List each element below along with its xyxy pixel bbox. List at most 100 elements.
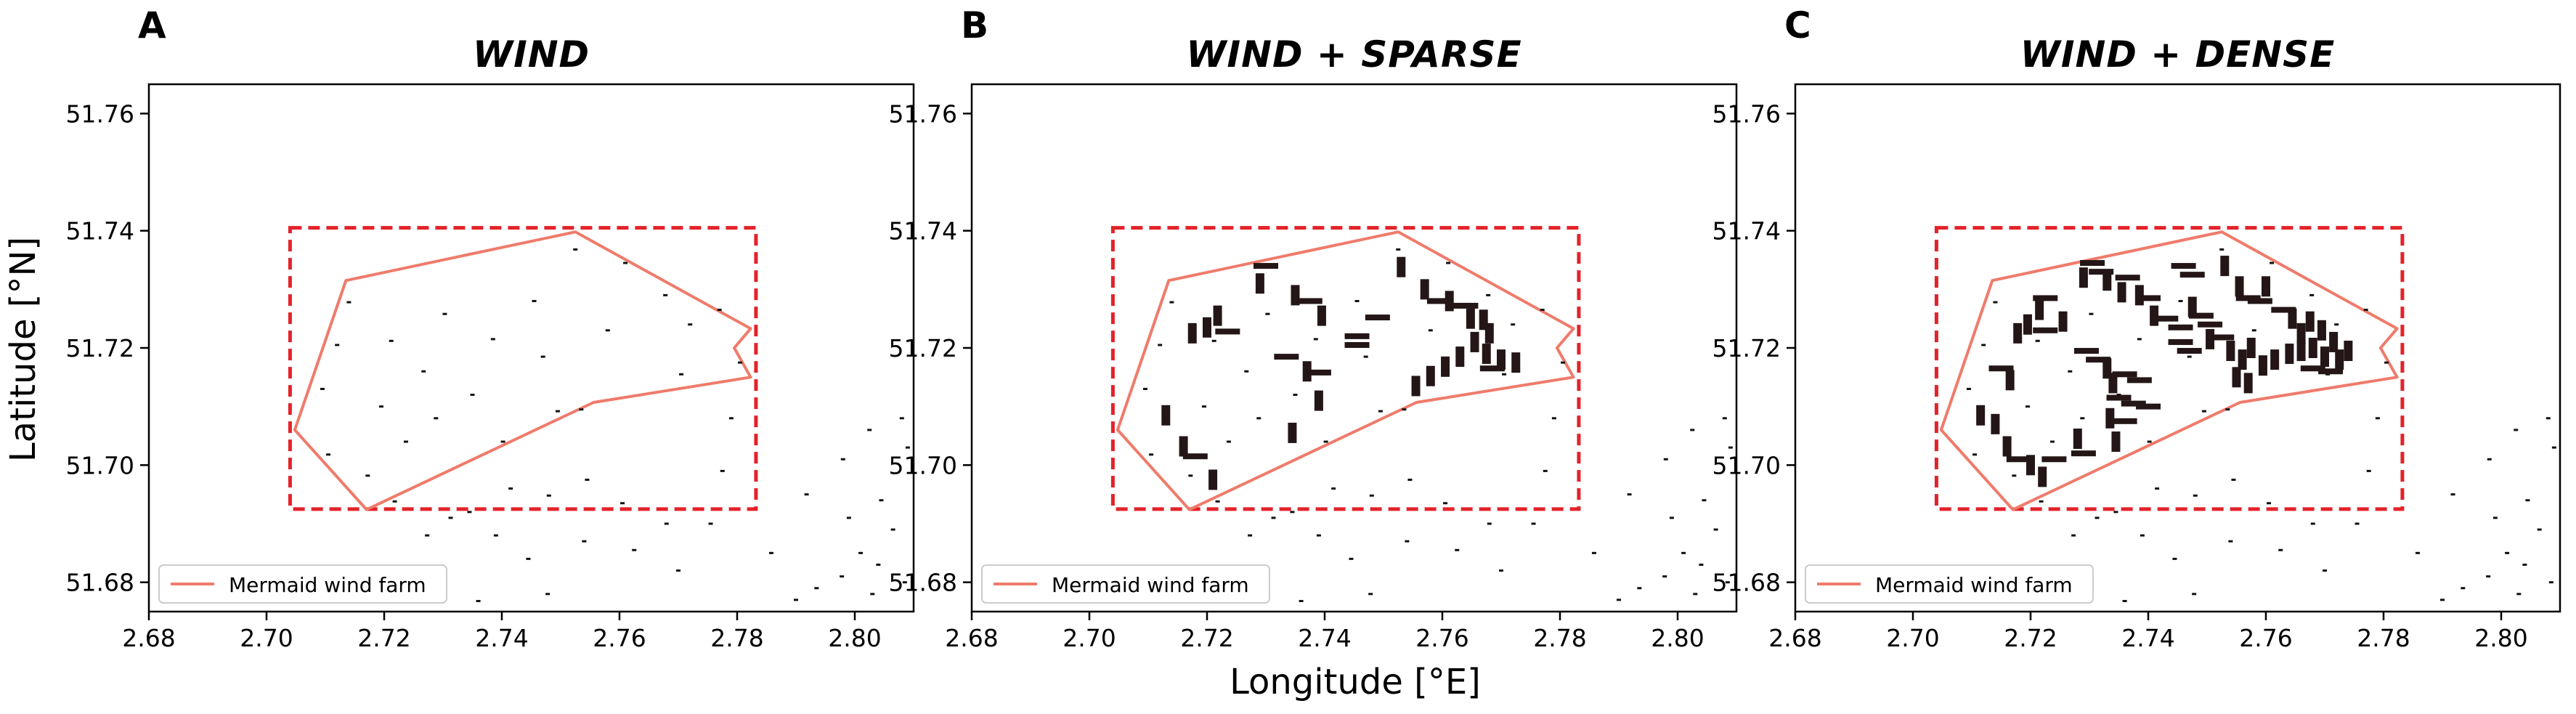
turbine-marker (2068, 370, 2073, 373)
structure-marker (2344, 341, 2353, 362)
structure-marker (2226, 341, 2235, 362)
structure-marker (2305, 311, 2315, 332)
y-tick-label: 51.76 (1712, 100, 1781, 128)
structure-marker (1179, 436, 1188, 457)
structure-marker (1453, 302, 1479, 309)
structure-marker (2026, 455, 2035, 476)
turbine-marker (2201, 410, 2206, 413)
turbine-marker (1323, 440, 1328, 443)
structure-marker (2080, 260, 2105, 267)
turbine-marker (320, 387, 325, 390)
structure-marker (2089, 269, 2114, 275)
turbine-marker (1313, 338, 1318, 341)
turbine-marker (605, 329, 610, 332)
turbine-marker (1188, 474, 1193, 477)
structure-marker (1306, 369, 1331, 376)
x-tick-label: 2.72 (2004, 624, 2057, 652)
structure-marker (2006, 456, 2031, 463)
turbine-marker (1405, 540, 1410, 543)
turbine-marker (1681, 551, 1686, 554)
wind-farm-outline (1939, 230, 2399, 511)
study-area-box (1934, 226, 2405, 511)
structure-marker (1288, 422, 1297, 443)
turbine-marker (2192, 593, 2197, 596)
structure-marker (2285, 344, 2294, 365)
turbine-marker (1368, 593, 1373, 596)
structure-marker (1466, 308, 1475, 329)
turbine-marker (1486, 293, 1491, 296)
turbine-marker (2514, 429, 2519, 431)
turbine-marker (717, 309, 722, 312)
structure-marker (1213, 305, 1222, 326)
turbine-marker (1725, 581, 1730, 584)
turbine-marker (545, 593, 550, 596)
turbine-marker (2545, 417, 2551, 420)
turbine-marker (1669, 516, 1674, 519)
turbine-marker (392, 500, 397, 503)
plot-area (1110, 226, 1733, 602)
x-tick-label: 2.68 (122, 624, 175, 652)
structure-marker (1455, 346, 1465, 368)
turbine-marker (2025, 405, 2030, 408)
structure-marker (2262, 276, 2270, 297)
structure-marker (2115, 275, 2140, 281)
structure-markers (1976, 256, 2353, 487)
x-tick-label: 2.80 (828, 624, 881, 652)
turbine-marker (1543, 469, 1548, 472)
structure-marker (1203, 317, 1211, 338)
panels: 2.68 2.70 2.72 2.74 2.76 2.78 2.80 51.68 51.70 51… (66, 4, 2561, 652)
y-tick-label: 51.76 (66, 100, 134, 128)
structure-marker (2179, 272, 2205, 278)
legend-label: Mermaid wind farm (229, 573, 426, 597)
turbine-marker (1402, 408, 1407, 411)
x-tick-label: 2.72 (1180, 624, 1233, 652)
x-tick-label: 2.74 (2121, 624, 2174, 652)
structure-marker (2288, 308, 2297, 329)
legend-label: Mermaid wind farm (1875, 573, 2073, 597)
x-tick-label: 2.74 (475, 624, 528, 652)
turbine-marker (2323, 569, 2327, 572)
turbine-marker (2228, 540, 2233, 543)
turbine-marker (2231, 479, 2236, 481)
legend-box (158, 564, 447, 604)
turbine-marker (2334, 323, 2339, 326)
x-tick-label: 2.76 (2239, 624, 2292, 652)
turbine-marker (1981, 344, 1986, 346)
turbine-marker (2310, 522, 2315, 525)
axes-frame (970, 83, 1738, 613)
structure-marker (1411, 376, 1421, 397)
x-tick-label: 2.76 (1415, 624, 1468, 652)
turbine-marker (728, 417, 734, 420)
structure-marker (2079, 267, 2088, 288)
turbine-marker (1443, 502, 1448, 505)
turbine-marker (555, 410, 560, 413)
turbine-marker (326, 453, 331, 456)
turbine-marker (1551, 417, 1556, 420)
structure-marker (2318, 368, 2344, 375)
turbine-marker (1378, 410, 1383, 413)
turbine-marker (1407, 479, 1413, 481)
turbine-marker (2415, 551, 2420, 554)
structure-marker (2102, 270, 2112, 291)
x-tick-label: 2.78 (710, 624, 763, 652)
structure-marker (2111, 431, 2121, 453)
turbine-marker (579, 408, 584, 411)
turbine-marker (1169, 301, 1174, 304)
turbine-marker (470, 394, 475, 397)
turbine-marker (2537, 528, 2542, 531)
structure-marker (2168, 338, 2193, 345)
turbine-marker (335, 344, 340, 346)
turbine-marker (365, 474, 370, 477)
structure-marker (2136, 295, 2161, 301)
turbine-marker (540, 355, 545, 358)
turbine-marker (2548, 581, 2553, 584)
turbine-marker (890, 528, 895, 531)
turbine-marker (879, 499, 884, 502)
plot-area (1934, 226, 2556, 602)
turbine-marker (768, 551, 773, 554)
turbine-marker (421, 370, 426, 373)
turbine-marker (2039, 500, 2044, 503)
y-tick-label: 51.72 (66, 334, 134, 362)
structure-marker (2271, 307, 2296, 313)
wind-farm-outline (1116, 230, 1575, 511)
